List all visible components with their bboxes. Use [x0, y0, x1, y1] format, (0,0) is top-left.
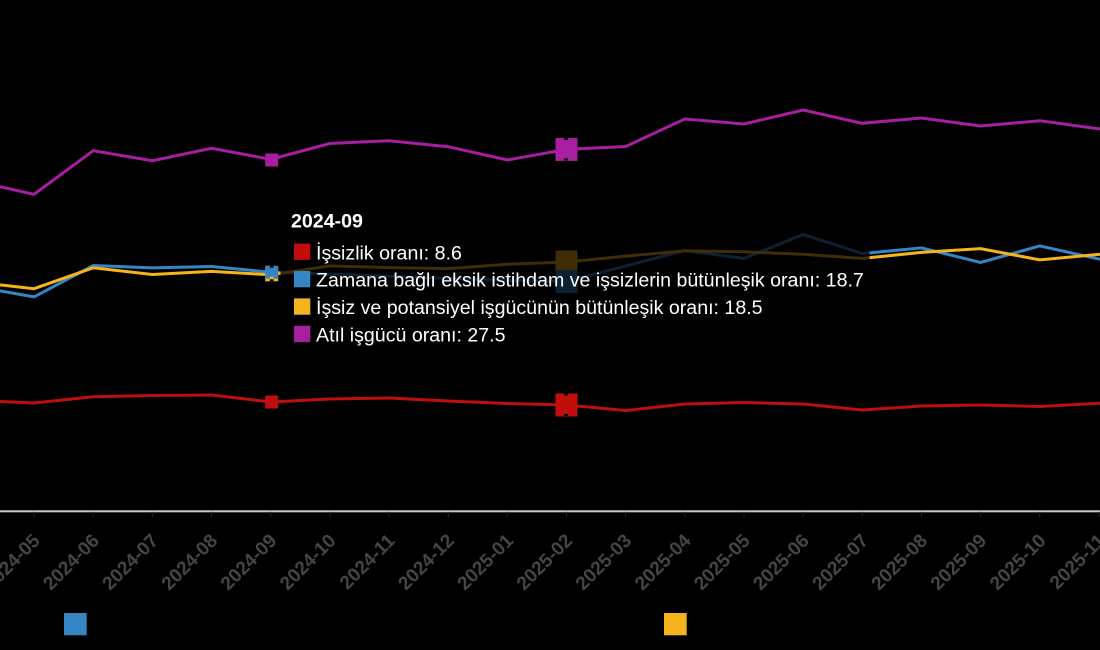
svg-text:2024-09: 2024-09	[291, 211, 363, 233]
svg-text:Zamana bağlı eksik istihdam ve: Zamana bağlı eksik istihdam ve işsizleri…	[316, 270, 864, 292]
svg-text:İşsizlik oranı: 8.6: İşsizlik oranı: 8.6	[316, 241, 462, 264]
svg-text:Atıl işgücü oranı: 27.5: Atıl işgücü oranı: 27.5	[316, 325, 506, 347]
svg-text:İşsiz ve potansiyel işgücünün: İşsiz ve potansiyel işgücünün bütünleşik…	[316, 296, 763, 319]
